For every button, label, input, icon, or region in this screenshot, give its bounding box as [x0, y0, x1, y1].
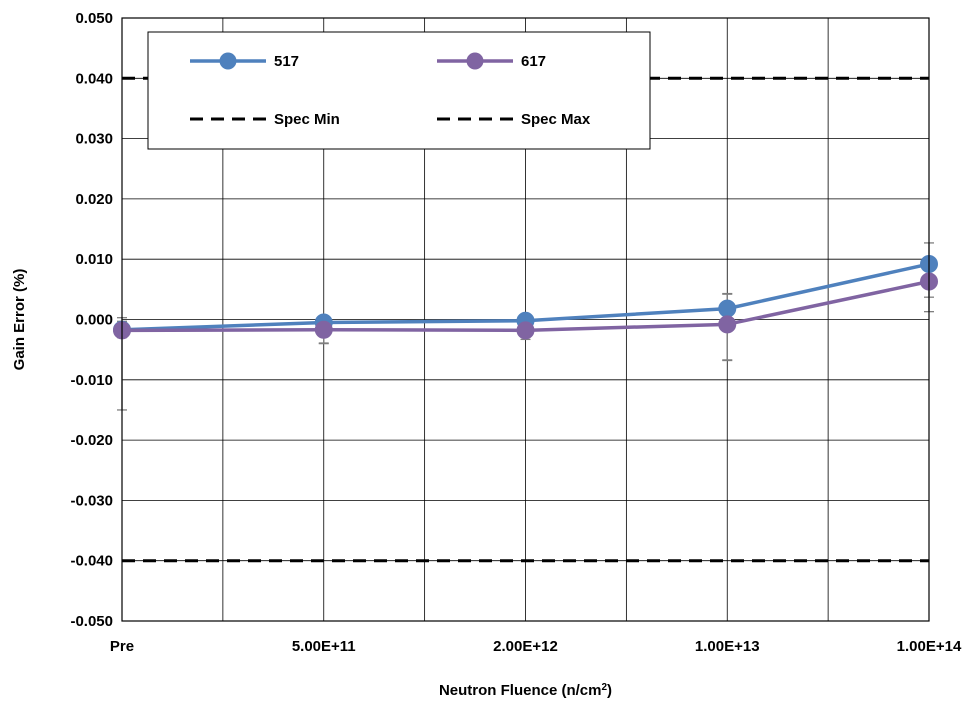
x-tick-label: Pre — [110, 638, 134, 655]
y-tick-label: -0.010 — [70, 372, 113, 389]
x-tick-label: 1.00E+14 — [897, 638, 962, 655]
y-tick-label: 0.010 — [75, 251, 113, 268]
legend-label-spec-max: Spec Max — [521, 111, 591, 128]
legend-label-spec-min: Spec Min — [274, 111, 340, 128]
y-tick-label: 0.040 — [75, 70, 113, 87]
y-axis-title: Gain Error (%) — [11, 269, 28, 371]
x-axis-title-superscript: 2 — [601, 682, 607, 693]
data-point-617 — [718, 315, 737, 334]
y-tick-label: -0.020 — [70, 432, 113, 449]
legend-box — [147, 31, 651, 150]
x-tick-label: 2.00E+12 — [493, 638, 558, 655]
y-tick-label: -0.030 — [70, 492, 113, 509]
x-tick-label: 1.00E+13 — [695, 638, 760, 655]
data-point-617 — [516, 321, 535, 340]
tick-labels: 0.050 0.040 0.030 0.020 0.010 0.000 -0.010 -0.0… — [70, 10, 962, 655]
y-tick-label: 0.030 — [75, 131, 113, 148]
x-tick-label: 5.00E+11 — [292, 638, 356, 655]
legend-label-517: 517 — [274, 53, 299, 70]
plot-border — [121, 17, 930, 622]
y-tick-label: -0.040 — [70, 553, 113, 570]
data-point-617 — [314, 320, 333, 339]
y-tick-label: 0.020 — [75, 191, 113, 208]
legend: 517 617 Spec Min Spec Max — [147, 31, 651, 150]
legend-marker-617 — [466, 52, 484, 70]
y-tick-label: 0.050 — [75, 10, 113, 27]
x-axis-title: Neutron Fluence (n/cm2) — [439, 682, 612, 700]
data-point-517 — [718, 299, 737, 318]
legend-label-617: 617 — [521, 53, 546, 70]
legend-marker-517 — [219, 52, 237, 70]
y-tick-label: 0.000 — [75, 312, 113, 329]
y-tick-label: -0.050 — [70, 613, 113, 630]
